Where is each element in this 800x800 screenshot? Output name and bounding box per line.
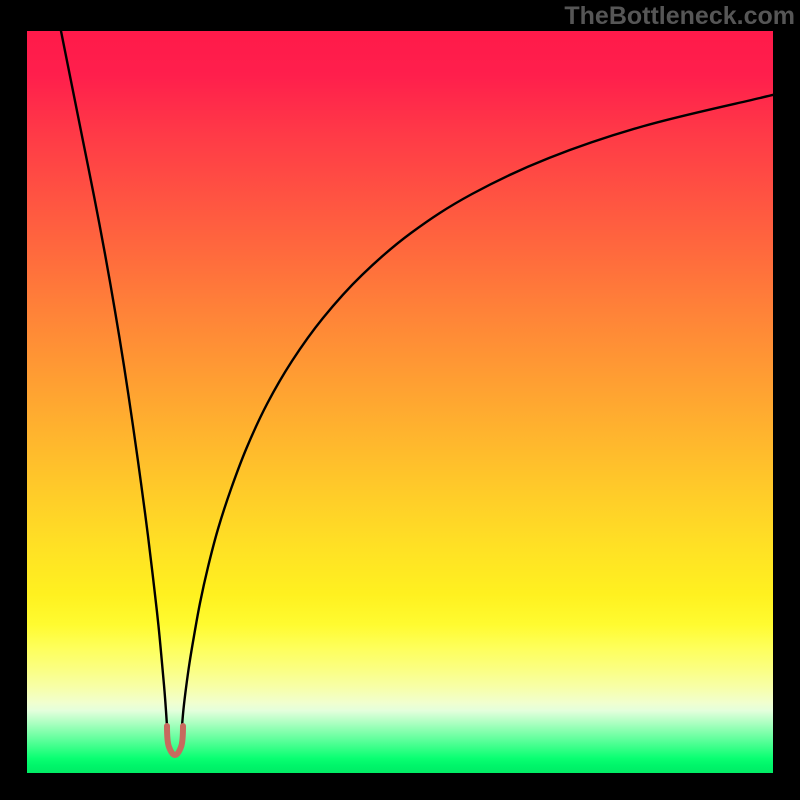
curves-layer (27, 31, 773, 773)
plot-area (27, 31, 773, 773)
curve-left-arm (61, 31, 167, 726)
watermark-text: TheBottleneck.com (564, 2, 795, 31)
dip-marker (167, 726, 183, 755)
chart-stage: TheBottleneck.com (0, 0, 800, 800)
curve-right-arm (182, 95, 773, 726)
